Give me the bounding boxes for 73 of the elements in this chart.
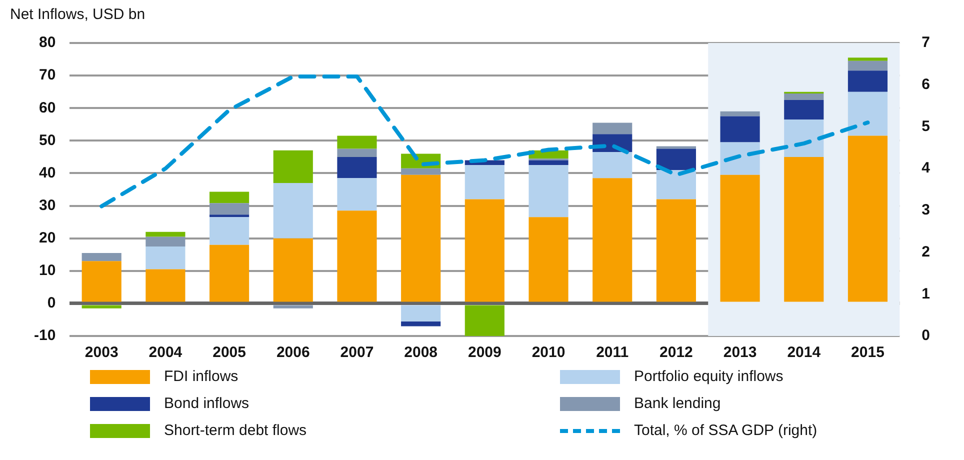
x-tick-label: 2007 [340,344,374,362]
y-tick-label: 60 [38,99,56,116]
bar [210,214,250,218]
x-tick-label: 2008 [404,344,438,362]
y2-tick-label: 5 [922,118,930,135]
legend-label: Total, % of SSA GDP (right) [634,422,818,439]
legend-label: Portfolio equity inflows [634,368,784,385]
bar [720,142,760,175]
bar [656,146,696,149]
bar [82,252,122,262]
x-tick-label: 2012 [660,344,693,362]
bar [784,93,824,100]
bar [720,116,760,142]
y-tick-label: 70 [38,66,56,84]
bar [210,203,250,215]
legend-label: Bank lending [634,395,721,412]
bar [401,321,441,326]
x-tick-label: 2010 [532,344,566,362]
y-tick-label: -10 [34,327,56,344]
bar [210,217,250,245]
y-tick-label: 40 [38,164,56,182]
legend-label: Short-term debt flows [164,422,307,439]
y2-tick-label: 1 [922,285,930,302]
bar [528,165,568,218]
y-tick-label: 80 [38,34,56,52]
x-tick-label: 2015 [851,344,884,362]
line-series [100,74,870,208]
y2-tick-label: 7 [922,34,930,52]
bar [337,136,377,149]
bar [656,148,696,170]
x-tick-label: 2014 [787,344,822,362]
bar [592,152,632,178]
bar [848,70,888,92]
bar [784,100,824,120]
bar [337,156,377,178]
x-tick-label: 2013 [723,344,757,362]
bar [273,182,313,238]
y-axis-title: Net Inflows, USD bn [10,6,146,23]
y2-tick-label: 4 [922,160,931,177]
bar [337,148,377,157]
bar [592,122,632,134]
y-tick-label: 0 [47,294,56,312]
bar [401,168,441,175]
x-tick-label: 2006 [276,344,310,362]
y2-tick-label: 3 [922,202,930,219]
bar [784,120,824,157]
bar [528,160,568,166]
x-tick-label: 2004 [148,344,183,362]
y-tick-label: 10 [38,262,56,280]
y-tick-label: 30 [38,196,56,214]
y2-tick-label: 2 [922,243,930,260]
y-tick-label: 50 [38,132,56,149]
legend-label: FDI inflows [164,368,238,385]
bar [273,150,313,183]
bar [656,170,696,200]
bar [146,232,186,237]
y2-tick-label: 6 [922,76,930,93]
x-tick-label: 2005 [212,344,246,362]
bar [210,192,250,204]
x-tick-label: 2003 [84,344,118,362]
bar [848,92,888,136]
bar [848,60,888,71]
x-tick-label: 2009 [468,344,502,362]
bar [848,58,888,61]
bar [720,111,760,116]
x-tick-label: 2011 [596,344,629,362]
y2-tick-label: 0 [922,327,930,344]
bar [146,246,186,270]
bar [464,165,504,200]
legend-label: Bond inflows [164,395,250,412]
y-tick-label: 20 [38,229,56,246]
bar [337,178,377,211]
bar [146,236,186,246]
